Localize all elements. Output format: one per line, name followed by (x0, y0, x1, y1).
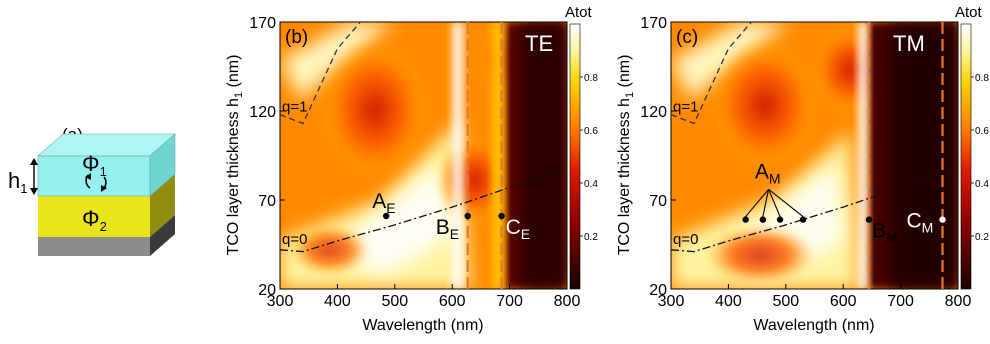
y-tick-label: 170 (249, 15, 276, 32)
mode-point (759, 216, 767, 223)
colorbar-tick-label: 0.8 (975, 73, 989, 84)
substrate-layer (38, 237, 150, 256)
point-label-C: CE (506, 216, 531, 242)
colorbar-title-c: Atot (955, 4, 983, 21)
colorbar-tick-label: 0.6 (975, 126, 989, 137)
rotation-arrows-icon (85, 173, 107, 192)
colorbar-tick-label: 0.4 (584, 179, 598, 190)
point-label-B: BM (872, 220, 898, 246)
colorbar-tick-label: 0.2 (584, 232, 598, 243)
x-tick-label: 500 (381, 293, 408, 310)
y-axis-label-c: TCO layer thickness h1 (nm) (616, 55, 636, 256)
heatmap-b-field (280, 22, 567, 289)
colorbar-tick-label: 0.2 (975, 232, 989, 243)
panel-c-label: (c) (676, 27, 698, 48)
panel-b-label: (b) (285, 27, 308, 48)
polarization-te: TE (525, 31, 553, 56)
x-tick-label: 800 (945, 293, 972, 310)
colorbar-c: Atot 0.2 0.4 0.6 0.8 (955, 4, 989, 290)
leader-line (745, 188, 770, 217)
curve-label: q=1 (673, 99, 698, 116)
mode-point (742, 216, 749, 223)
mode-point (382, 212, 390, 220)
heatmap-c-field (671, 22, 958, 289)
curve-label: q=1 (282, 99, 307, 116)
y-tick-label: 70 (649, 193, 667, 210)
x-tick-label: 400 (715, 293, 742, 310)
phi2-label: Φ2 (82, 206, 107, 234)
colorbar-tick-label: 0.4 (975, 179, 989, 190)
mode-point (799, 216, 807, 223)
x-tick-label: 700 (496, 293, 523, 310)
heatmap-panel-c: q=1 q=0 AM BM CM 300 400 500 600 700 800 20 70 120 17… (616, 15, 971, 334)
y-tick-label: 120 (249, 104, 276, 121)
point-label-A: AM (755, 161, 781, 187)
y-tick-label: 170 (640, 15, 667, 32)
polarization-tm: TM (893, 31, 925, 56)
y-tick-label: 20 (649, 282, 667, 299)
point-label-C: CM (907, 210, 934, 236)
h1-label: h1 (8, 168, 27, 196)
ticks-c: 300 400 500 600 700 800 20 70 120 170 (640, 15, 971, 310)
x-tick-label: 300 (267, 293, 294, 310)
mode-point (464, 212, 471, 220)
point-label-B: BE (436, 216, 459, 242)
colorbar-tick-label: 0.6 (584, 126, 598, 137)
x-tick-label: 300 (658, 293, 685, 310)
mode-point (865, 216, 873, 223)
thickness-arrow-icon (30, 158, 38, 195)
x-tick-label: 400 (324, 293, 351, 310)
mode-curve-q=1 (670, 21, 752, 125)
colorbar-tick-label: 0.8 (584, 73, 598, 84)
x-tick-label: 600 (439, 293, 466, 310)
y-tick-label: 20 (258, 282, 276, 299)
mode-point (939, 216, 946, 223)
x-tick-label: 600 (830, 293, 857, 310)
y-tick-label: 120 (640, 104, 667, 121)
x-tick-label: 700 (887, 293, 914, 310)
absorber-layer (38, 196, 150, 237)
x-axis-label-c: Wavelength (nm) (753, 317, 874, 334)
mode-curve-q=1 (279, 21, 361, 125)
curve-label: q=0 (673, 231, 698, 248)
tco-layer (38, 156, 150, 196)
curve-label: q=0 (282, 231, 307, 248)
leader-line (768, 188, 804, 218)
y-tick-label: 70 (258, 193, 276, 210)
x-tick-label: 500 (772, 293, 799, 310)
substrate-side (150, 215, 175, 256)
ticks-b: 300 400 500 600 700 800 20 70 120 170 (249, 15, 580, 310)
mode-point (498, 212, 505, 220)
leader-line (762, 189, 770, 217)
colorbar-ticks-c: 0.2 0.4 0.6 0.8 (971, 73, 989, 243)
heatmap-panel-b: q=1 q=0 AE BE CE 300 400 500 600 700 800 20 70 120 17… (225, 15, 580, 334)
x-tick-label: 800 (554, 293, 581, 310)
mode-curve-q=0 (670, 167, 959, 253)
point-label-A: AE (372, 190, 395, 216)
mode-point (776, 216, 784, 223)
overlay-c: q=1 q=0 AM BM CM (670, 21, 959, 289)
colorbar-ticks-b: 0.2 0.4 0.6 0.8 (580, 73, 598, 243)
absorber-side (150, 174, 175, 237)
mode-curve-q=0 (279, 167, 568, 253)
y-axis-label-b: TCO layer thickness h1 (nm) (225, 55, 245, 256)
phi1-label: Φ1 (82, 151, 107, 179)
overlay-b: q=1 q=0 AE BE CE (279, 21, 568, 289)
panel-a-diagram: (a) Φ1 Φ2 h1 (8, 125, 176, 256)
colorbar-title-b: Atot (565, 4, 593, 21)
leader-line (768, 189, 781, 217)
x-axis-label-b: Wavelength (nm) (362, 317, 483, 334)
point-a-leader-lines (745, 188, 804, 218)
colorbar-b: Atot 0.2 0.4 0.6 0.8 (565, 4, 598, 290)
